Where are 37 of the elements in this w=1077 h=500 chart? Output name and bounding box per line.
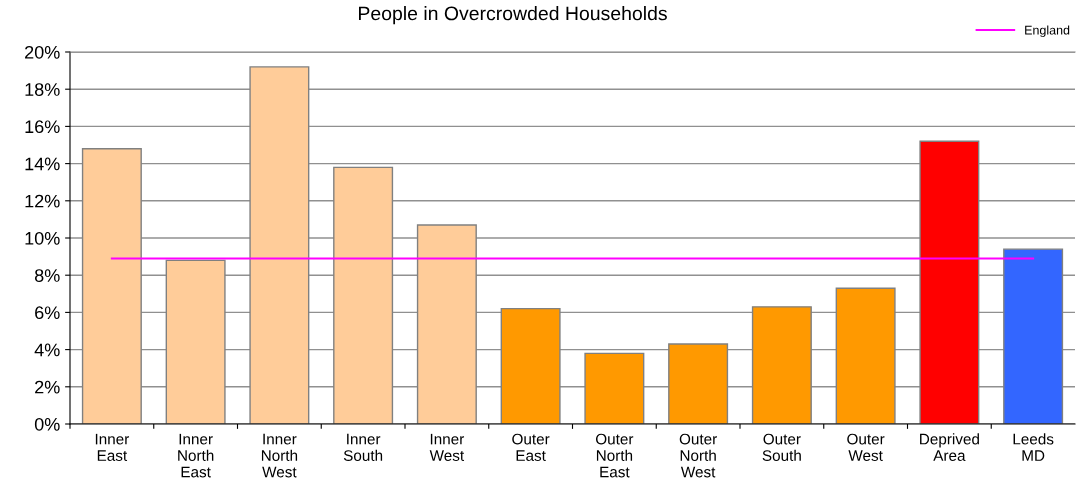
legend-label: England <box>1025 25 1070 38</box>
x-tick-label: Inner South <box>343 433 383 461</box>
bar <box>584 352 645 424</box>
y-tick-label: 20% <box>25 45 60 59</box>
x-tick-label: Deprived Area <box>920 433 979 461</box>
y-tick-label: 12% <box>25 194 60 208</box>
bar <box>500 307 561 424</box>
bar <box>416 224 477 424</box>
y-tick-label: 6% <box>35 306 60 320</box>
bar <box>165 259 226 424</box>
chart-title: People in Overcrowded Households <box>359 6 667 25</box>
y-tick-label: 14% <box>25 157 60 171</box>
y-tick-label: 18% <box>25 83 60 96</box>
bar <box>81 148 142 424</box>
x-tick-label: Outer South <box>762 433 801 461</box>
bar <box>919 140 980 424</box>
y-tick-label: 16% <box>25 120 60 134</box>
x-tick-label: Outer North West <box>679 433 717 478</box>
x-tick-label: Inner East <box>95 433 130 461</box>
bar <box>668 343 729 424</box>
x-tick-label: Outer West <box>847 433 885 461</box>
bar <box>249 66 310 424</box>
x-tick-label: Inner North East <box>178 433 214 478</box>
bar <box>835 287 896 424</box>
y-tick-label: 10% <box>25 231 60 245</box>
x-tick-label: Outer North East <box>596 433 634 478</box>
y-tick-label: 0% <box>34 417 60 431</box>
y-tick-label: 4% <box>34 343 60 357</box>
x-tick-label: Outer East <box>512 433 550 461</box>
bar <box>333 166 394 424</box>
x-tick-label: Inner West <box>429 433 465 461</box>
y-tick-label: 2% <box>35 380 60 394</box>
bar <box>1003 248 1064 424</box>
x-tick-label: Inner North West <box>261 433 298 478</box>
bar <box>751 306 812 424</box>
y-tick-label: 8% <box>34 269 60 282</box>
x-tick-label: Leeds MD <box>1013 433 1054 461</box>
